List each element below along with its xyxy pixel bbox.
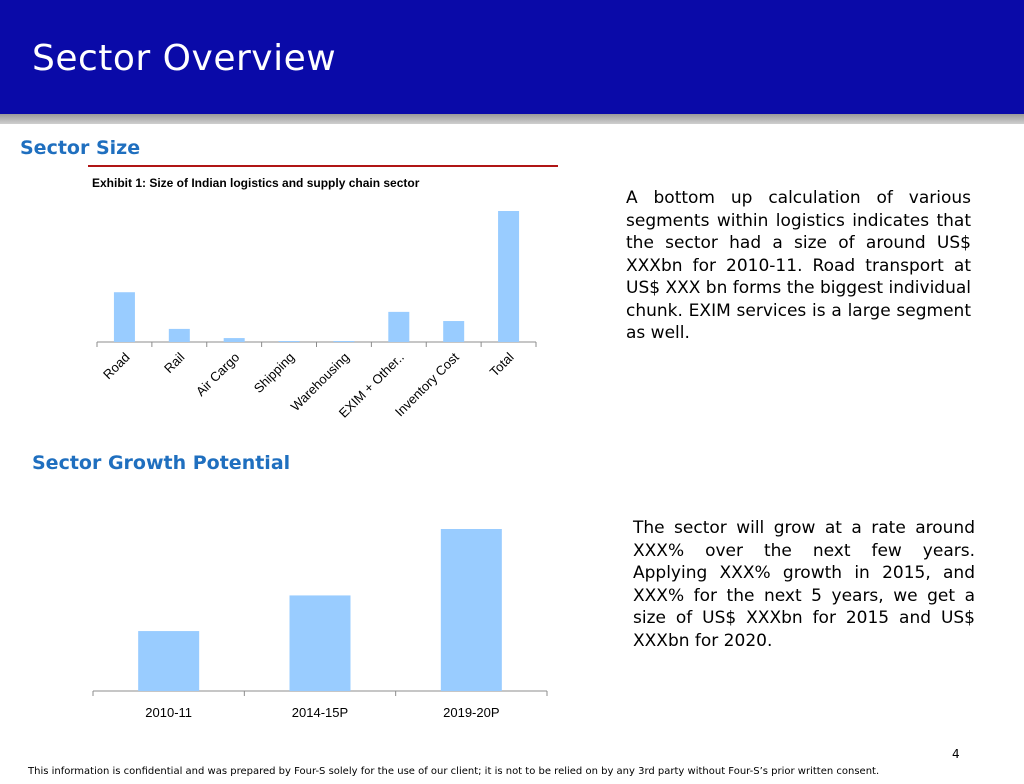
section-divider xyxy=(88,165,558,167)
growth-description: The sector will grow at a rate around XX… xyxy=(633,518,975,651)
page-title: Sector Overview xyxy=(32,38,337,79)
exhibit-title: Exhibit 1: Size of Indian logistics and … xyxy=(92,176,420,190)
page-number: 4 xyxy=(952,747,960,761)
category-label: Shipping xyxy=(251,350,297,396)
category-label: Air Cargo xyxy=(193,350,242,399)
header-banner: Sector Overview xyxy=(0,0,1024,114)
category-label: Rail xyxy=(161,349,188,376)
category-label: Total xyxy=(487,349,517,379)
bar-inventory-cost xyxy=(443,321,465,342)
category-label: 2019-20P xyxy=(443,705,499,720)
bar-air-cargo xyxy=(223,338,245,342)
bar-exim-other xyxy=(388,311,410,342)
header-divider xyxy=(0,114,1024,124)
bar-2014-15p xyxy=(289,595,351,691)
bar-total xyxy=(498,211,520,342)
category-label: 2010-11 xyxy=(145,705,192,720)
bar-2019-20p xyxy=(440,529,502,691)
category-label: 2014-15P xyxy=(292,705,348,720)
category-label: Road xyxy=(100,350,133,383)
growth-potential-chart: 2010-11 2014-15P 2019-20P xyxy=(92,529,548,720)
sector-size-chart: Road Rail Air Cargo ShippingWarehousingEXIM… xyxy=(96,211,537,421)
footer-disclaimer: This information is confidential and was… xyxy=(28,766,880,777)
sector-size-description: A bottom up calculation of various segme… xyxy=(626,188,971,343)
section-heading-growth-potential: Sector Growth Potential xyxy=(32,452,291,474)
bar-2010-11 xyxy=(138,631,200,691)
bar-rail xyxy=(168,328,190,342)
bar-shipping xyxy=(278,341,300,342)
bar-road xyxy=(113,292,135,342)
section-heading-sector-size: Sector Size xyxy=(20,137,141,159)
bar-warehousing xyxy=(333,341,355,342)
